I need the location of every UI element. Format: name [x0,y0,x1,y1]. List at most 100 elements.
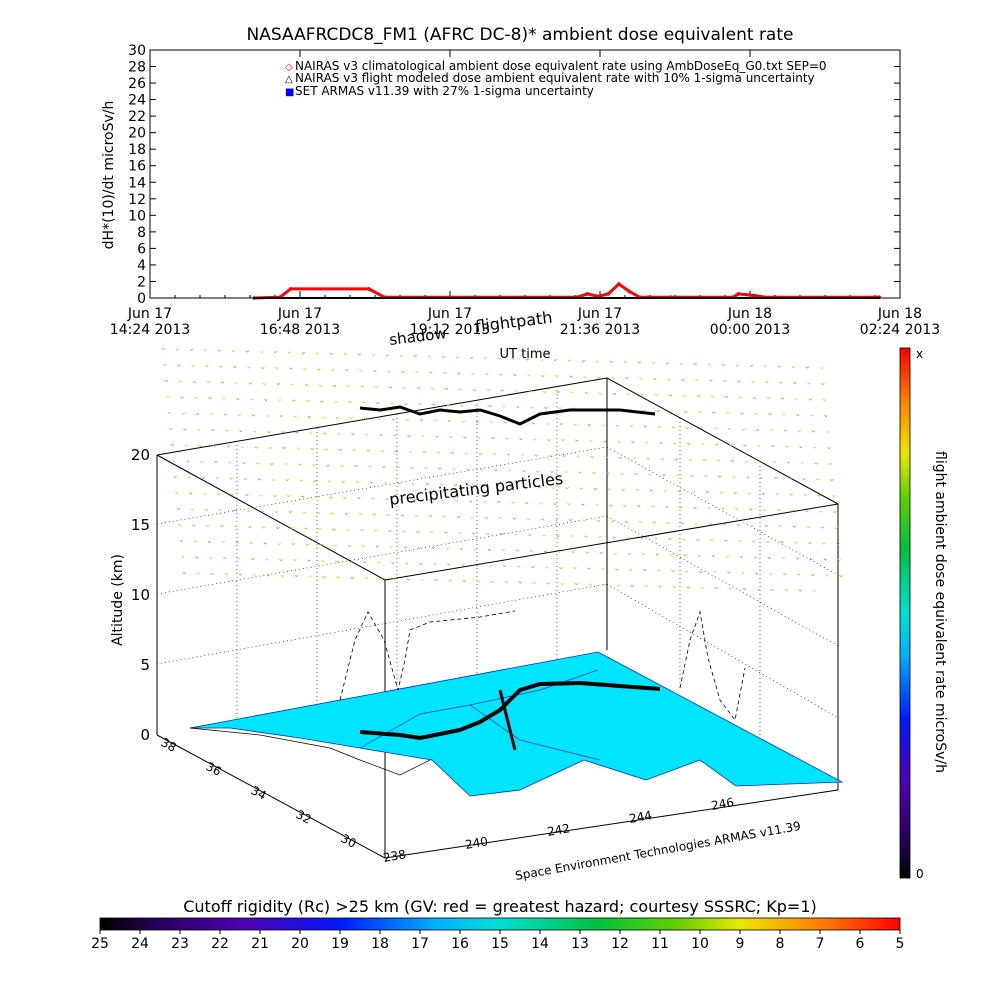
flightpath-ground-track [498,689,517,751]
precip-particle: ⌄ [741,583,748,592]
precip-particle: ⌄ [447,575,454,584]
precip-particle: ⌄ [376,557,383,566]
precip-particle: ⌄ [290,538,297,547]
precip-particle: ⌄ [566,355,573,364]
precip-particle: ⌄ [637,516,644,525]
precip-particle: ⌄ [526,369,533,378]
precip-particle: ⌄ [594,355,601,364]
precip-particle: ⌄ [480,480,487,489]
precip-particle: ⌄ [323,443,330,452]
precip-particle: ⌄ [292,411,299,420]
precip-particle: ⌄ [239,441,246,450]
precip-particle: ⌄ [353,460,360,469]
precip-particle: ⌄ [724,551,731,560]
precip-particle: ⌄ [547,450,554,459]
flightpath-ground-track [359,680,661,741]
precip-particle: ⌄ [441,511,448,520]
precip-particle: ⌄ [709,534,716,543]
precip-particle: ⌄ [516,417,523,426]
precip-particle: ⌄ [370,493,377,502]
precip-particle: ⌄ [221,393,228,402]
precip-particle: ⌄ [482,352,489,361]
precip-particle: ⌄ [259,505,266,514]
x-tick-label: Jun 18 [727,306,772,322]
precip-particle: ⌄ [249,393,256,402]
precip-particle: ⌄ [661,469,668,478]
precip-particle: ⌄ [274,362,281,371]
precip-particle: ⌄ [572,419,579,428]
precip-particle: ⌄ [827,458,834,467]
precip-particle: ⌄ [209,568,216,577]
precip-particle: ⌄ [217,504,224,513]
precip-particle: ⌄ [595,515,602,524]
precip-particle: ⌄ [225,441,232,450]
precip-particle: ⌄ [253,441,260,450]
precip-particle: ⌄ [348,556,355,565]
precip-particle: ⌄ [524,497,531,506]
precip-particle: ⌄ [586,419,593,428]
latitude-tick-label: 38 [159,735,179,755]
precip-particle: ⌄ [182,423,189,432]
precip-particle: ⌄ [824,569,831,578]
precip-particle: ⌄ [429,383,436,392]
precip-particle: ⌄ [596,371,603,380]
precip-particle: ⌄ [180,407,187,416]
precip-particle: ⌄ [781,409,788,418]
precip-particle: ⌄ [546,434,553,443]
precip-particle: ⌄ [418,414,425,423]
precip-particle: ⌄ [406,430,413,439]
precip-particle: ⌄ [426,351,433,360]
precip-particle: ⌄ [405,573,412,582]
precip-particle: ⌄ [708,375,715,384]
precip-particle: ⌄ [538,354,545,363]
precip-particle: ⌄ [176,359,183,368]
altitude-axis: 0 5 10 15 20 [131,446,150,744]
precip-particle: ⌄ [468,352,475,361]
chart-title: NASAAFRCDC8_FM1 (AFRC DC-8)* ambient dos… [247,25,794,45]
precip-particle: ⌄ [485,528,492,537]
precip-particle: ⌄ [519,449,526,458]
altitude-tick-label: 0 [140,726,150,744]
precip-particle: ⌄ [525,513,532,522]
precip-particle: ⌄ [650,357,657,366]
precip-particle: ⌄ [833,522,840,531]
precip-particle: ⌄ [586,563,593,572]
altitude-tick-label: 15 [131,516,150,534]
precip-particle: ⌄ [740,567,747,576]
precip-particle: ⌄ [639,532,646,541]
precip-particle: ⌄ [710,550,717,559]
precip-particle: ⌄ [802,489,809,498]
precip-particle: ⌄ [311,459,318,468]
precip-particle: ⌄ [757,456,764,465]
altitude-tick-label: 20 [131,446,150,464]
precip-particle: ⌄ [272,346,279,355]
precip-particle: ⌄ [378,429,385,438]
precip-particle: ⌄ [588,435,595,444]
precip-particle: ⌄ [295,443,302,452]
precip-particle: ⌄ [320,411,327,420]
precip-particle: ⌄ [233,521,240,530]
precip-particle: ⌄ [759,472,766,481]
precip-particle: ⌄ [206,536,213,545]
precip-particle: ⌄ [174,487,181,496]
precip-particle: ⌄ [471,527,478,536]
precip-particle: ⌄ [376,413,383,422]
precip-particle: ⌄ [445,399,452,408]
precip-particle: ⌄ [608,499,615,508]
precip-particle: ⌄ [765,536,772,545]
precip-particle: ⌄ [162,359,169,368]
precip-particle: ⌄ [630,436,637,445]
precip-particle: ⌄ [475,575,482,584]
precip-particle: ⌄ [303,523,310,532]
precip-particle: ⌄ [367,461,374,470]
longitude-tick-label: 244 [628,808,653,826]
precip-particle: ⌄ [608,356,615,365]
precip-particle: ⌄ [315,507,322,516]
precip-particle: ⌄ [393,445,400,454]
precip-particle: ⌄ [713,582,720,591]
precip-particle: ⌄ [329,507,336,516]
precip-particle: ⌄ [423,462,430,471]
precip-particle: ⌄ [207,392,214,401]
precip-particle: ⌄ [642,564,649,573]
precip-particle: ⌄ [753,408,760,417]
